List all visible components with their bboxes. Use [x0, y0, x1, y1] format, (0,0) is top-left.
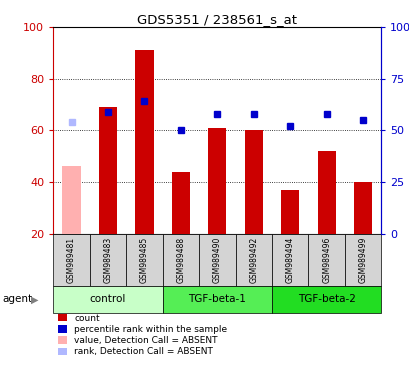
Text: TGF-beta-1: TGF-beta-1 [188, 295, 246, 305]
Bar [199, 233, 235, 286]
Bar [162, 233, 199, 286]
Text: GSM989481: GSM989481 [67, 237, 76, 283]
Bar [244, 130, 262, 233]
Text: GSM989499: GSM989499 [358, 237, 367, 283]
Bar [271, 233, 308, 286]
Text: GSM989490: GSM989490 [212, 237, 221, 283]
Text: ▶: ▶ [31, 295, 38, 305]
Bar [162, 286, 271, 313]
Text: GSM989494: GSM989494 [285, 237, 294, 283]
Bar [344, 233, 380, 286]
Bar [53, 233, 90, 286]
Bar [235, 233, 271, 286]
Text: GSM989488: GSM989488 [176, 237, 185, 283]
Text: GSM989483: GSM989483 [103, 237, 112, 283]
Bar [208, 127, 226, 233]
Bar [99, 107, 117, 233]
Text: GSM989492: GSM989492 [249, 237, 258, 283]
Bar [171, 172, 189, 233]
Bar [135, 50, 153, 233]
Bar [90, 233, 126, 286]
Text: control: control [90, 295, 126, 305]
Bar [353, 182, 371, 233]
Bar [317, 151, 335, 233]
Text: GSM989485: GSM989485 [139, 237, 148, 283]
Bar [62, 166, 81, 233]
Legend: count, percentile rank within the sample, value, Detection Call = ABSENT, rank, : count, percentile rank within the sample… [58, 314, 227, 356]
Text: agent: agent [2, 295, 32, 305]
Bar [271, 286, 380, 313]
Text: GSM989496: GSM989496 [321, 237, 330, 283]
Title: GDS5351 / 238561_s_at: GDS5351 / 238561_s_at [137, 13, 297, 26]
Bar [308, 233, 344, 286]
Text: TGF-beta-2: TGF-beta-2 [297, 295, 355, 305]
Bar [126, 233, 162, 286]
Bar [281, 190, 299, 233]
Bar [53, 286, 162, 313]
